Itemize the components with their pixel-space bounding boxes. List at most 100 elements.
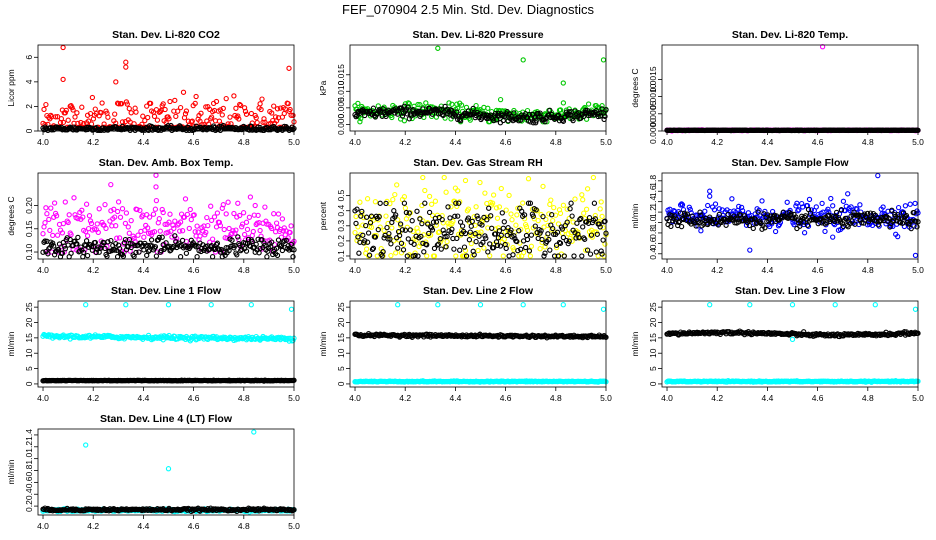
data-point: [48, 205, 54, 211]
data-point: [580, 224, 586, 230]
data-point: [474, 213, 480, 219]
data-point: [114, 235, 120, 241]
data-point: [435, 302, 441, 308]
data-point: [123, 59, 129, 65]
data-point: [496, 204, 503, 210]
data-points: [40, 172, 297, 260]
data-point: [482, 190, 488, 196]
data-point: [226, 247, 232, 254]
data-point: [198, 110, 204, 116]
data-point: [697, 209, 703, 215]
data-point: [852, 221, 858, 227]
data-point: [65, 219, 71, 226]
data-point: [395, 217, 401, 223]
data-point: [117, 214, 124, 220]
data-point: [189, 118, 195, 124]
data-point: [393, 212, 399, 218]
data-point: [413, 233, 419, 239]
data-point: [554, 229, 561, 235]
data-point: [677, 202, 684, 208]
chart-title: Stan. Dev. Sample Flow: [731, 157, 849, 169]
data-point: [366, 252, 373, 258]
x-tick-label: 4.8: [862, 265, 874, 275]
data-point: [911, 209, 917, 216]
data-point: [594, 104, 600, 111]
data-point: [525, 200, 532, 206]
data-point: [440, 220, 446, 226]
data-point: [547, 107, 553, 113]
data-point: [488, 213, 494, 219]
data-point: [477, 179, 483, 186]
data-point: [197, 233, 203, 239]
data-point: [181, 214, 188, 220]
data-point: [462, 177, 469, 184]
y-tick-label: 20: [648, 318, 658, 328]
data-point: [426, 193, 433, 200]
data-point: [479, 222, 485, 228]
data-point: [579, 192, 585, 198]
data-point: [45, 251, 51, 257]
data-point: [508, 227, 514, 233]
data-point: [133, 109, 139, 115]
data-point: [746, 222, 753, 229]
data-point: [409, 115, 415, 122]
data-point: [145, 242, 151, 249]
data-point: [444, 233, 450, 240]
data-point: [392, 191, 398, 198]
data-point: [153, 197, 160, 204]
y-tick-label: 10: [336, 348, 346, 358]
data-point: [237, 242, 243, 248]
data-point: [532, 223, 538, 229]
data-point: [762, 225, 768, 231]
data-point: [404, 253, 410, 259]
data-point: [363, 214, 370, 220]
x-tick-label: 4.0: [661, 393, 673, 403]
data-point: [452, 185, 459, 191]
data-point: [602, 218, 608, 224]
data-point: [828, 195, 834, 202]
data-point: [257, 101, 263, 107]
data-point: [92, 106, 98, 112]
data-point: [246, 214, 253, 220]
data-point: [579, 253, 585, 259]
x-tick-label: 4.8: [550, 265, 562, 275]
data-point: [275, 211, 282, 217]
data-point: [239, 224, 245, 230]
x-tick-label: 4.6: [188, 393, 200, 403]
data-point: [476, 233, 482, 239]
data-point: [584, 186, 591, 192]
data-point: [485, 105, 491, 111]
data-point: [250, 228, 256, 235]
chart-title: Stan. Dev. Li-820 CO2: [112, 29, 220, 41]
data-point: [511, 233, 517, 239]
data-point: [843, 215, 849, 222]
data-point: [170, 222, 176, 228]
data-point: [437, 236, 443, 242]
data-point: [177, 254, 184, 260]
data-point: [461, 244, 468, 250]
y-tick-label: 25: [648, 302, 658, 312]
data-point: [864, 210, 871, 217]
data-point: [278, 234, 285, 240]
chart-title: Stan. Dev. Line 3 Flow: [735, 285, 846, 297]
data-point: [452, 213, 458, 219]
data-point: [162, 106, 168, 113]
data-point: [422, 200, 428, 206]
plot-frame: [37, 44, 295, 132]
x-tick-label: 4.2: [399, 137, 411, 147]
data-point: [583, 247, 589, 253]
data-points: [40, 429, 297, 515]
data-point: [274, 106, 281, 112]
data-point: [824, 220, 830, 226]
data-point: [564, 219, 570, 225]
data-point: [832, 302, 838, 308]
data-point: [467, 231, 473, 238]
data-point: [271, 211, 277, 217]
data-point: [257, 245, 263, 252]
y-tick-label: 20: [336, 318, 346, 328]
data-point: [133, 249, 139, 256]
data-point: [394, 182, 400, 188]
data-point: [489, 200, 496, 206]
data-point: [520, 57, 526, 63]
